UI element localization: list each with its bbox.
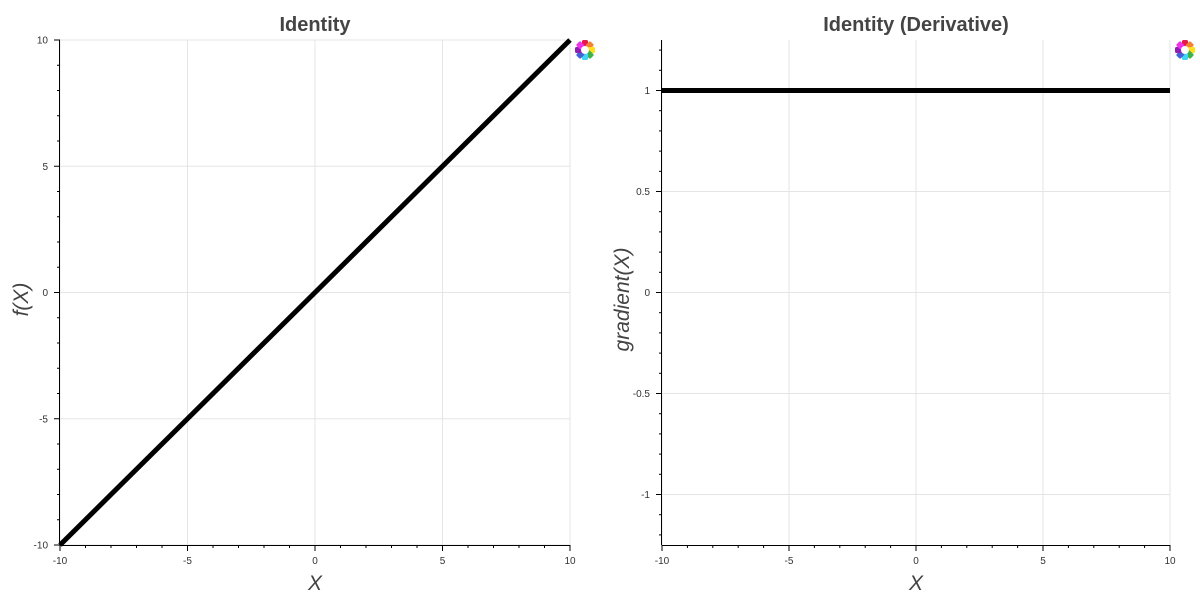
y-axis-label: gradient(X) (611, 248, 634, 352)
tick-marks (54, 39, 571, 551)
y-tick-label: 5 (42, 162, 48, 173)
y-tick-label: -1 (641, 490, 650, 501)
x-tick-label: -5 (785, 556, 794, 567)
x-tick-label: 5 (1040, 556, 1046, 567)
x-tick-label: 0 (913, 556, 919, 567)
logo-center (581, 46, 589, 54)
bokeh-logo-icon[interactable] (1175, 40, 1195, 60)
x-tick-label: 0 (312, 556, 318, 567)
y-tick-label: 0.5 (636, 187, 650, 198)
chart-title: Identity (279, 14, 351, 36)
x-tick-label: -10 (655, 556, 670, 567)
chart-title: Identity (Derivative) (823, 14, 1009, 36)
x-axis-label: X (908, 572, 924, 595)
bokeh-logo-icon[interactable] (575, 40, 595, 60)
logo-center (1181, 46, 1189, 54)
x-axis-label: X (307, 572, 323, 595)
y-tick-label: 1 (644, 86, 650, 97)
series-line (58, 38, 572, 547)
tick-marks (656, 49, 1171, 551)
x-tick-label: -5 (183, 556, 192, 567)
y-axis-label: f(X) (10, 283, 33, 317)
chart-identity-derivative: -10 -5 0 5 10 -1 -0.5 0 0.5 1 Identity (Derivative… (600, 0, 1200, 600)
x-tick-label: -10 (53, 556, 68, 567)
y-tick-label: -10 (34, 541, 49, 552)
x-tick-label: 5 (440, 556, 446, 567)
y-tick-label: -5 (39, 414, 48, 425)
y-tick-label: 0 (42, 288, 48, 299)
chart-identity-svg: -10 -5 0 5 10 -10 -5 0 5 10 Identity Xf(X) (10, 14, 595, 595)
y-tick-label: 0 (644, 288, 650, 299)
chart-identity-derivative-svg: -10 -5 0 5 10 -1 -0.5 0 0.5 1 Identity (Derivative… (611, 14, 1195, 595)
x-tick-label: 10 (1164, 556, 1176, 567)
y-tick-label: 10 (37, 36, 49, 47)
y-tick-label: -0.5 (633, 389, 651, 400)
x-tick-label: 10 (564, 556, 576, 567)
grid (661, 40, 1171, 545)
